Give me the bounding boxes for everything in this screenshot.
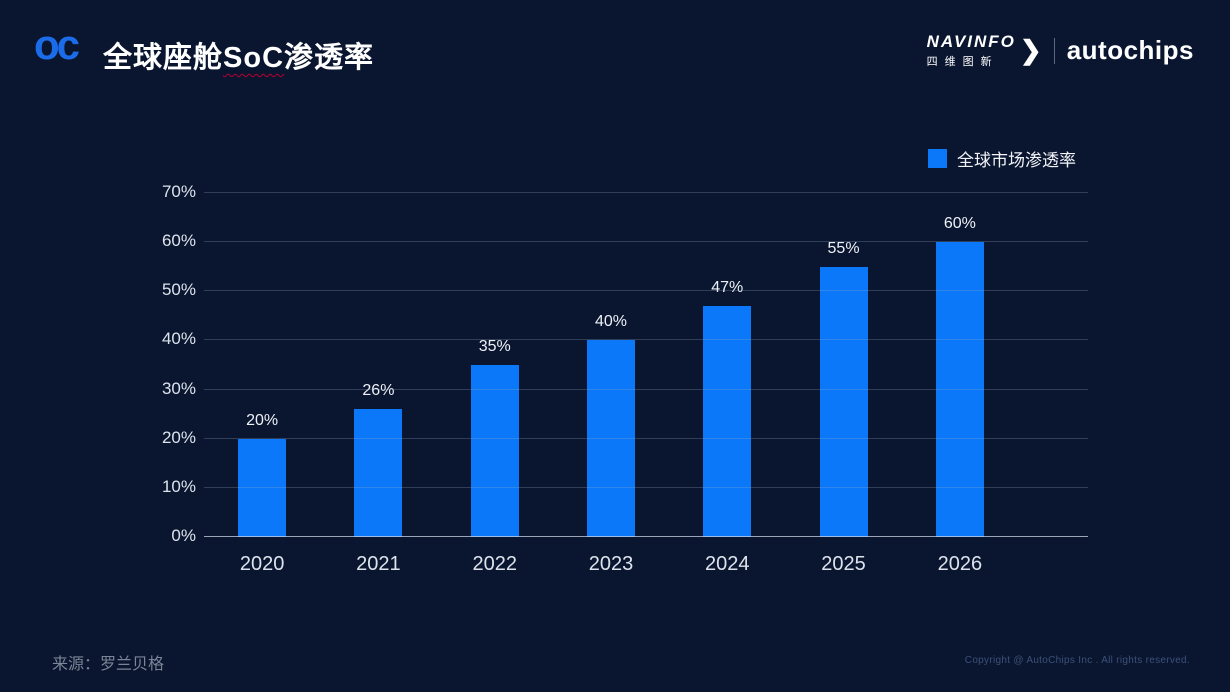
gridline xyxy=(204,437,1088,439)
x-axis-tick-label: 2022 xyxy=(472,553,517,575)
x-axis-tick-label: 2026 xyxy=(937,553,983,575)
bar-2021 xyxy=(354,409,403,537)
bar-slot: 47% 2024 xyxy=(669,193,785,575)
gridline xyxy=(204,388,1088,390)
bar-value-label: 40% xyxy=(594,313,627,331)
bar-slot: 60% 2026 xyxy=(902,193,1018,575)
y-axis-tick-label: 20% xyxy=(161,427,196,447)
navinfo-wordmark: NAVINFO xyxy=(926,32,1016,51)
bar-value-label: 60% xyxy=(943,215,976,233)
y-axis-tick-label: 70% xyxy=(161,182,196,201)
bar-2025 xyxy=(819,266,868,537)
y-axis-tick-label: 10% xyxy=(161,476,196,496)
bar-2023 xyxy=(586,340,635,537)
bar-slot: 35% 2022 xyxy=(437,193,553,575)
gridline xyxy=(204,192,1088,193)
bar-value-label: 47% xyxy=(711,279,744,297)
y-axis-tick-label: 0% xyxy=(171,526,196,545)
bar-slot: 55% 2025 xyxy=(785,193,901,575)
x-axis-tick-label: 2025 xyxy=(821,553,866,575)
gridline xyxy=(204,339,1088,341)
bar-2020 xyxy=(238,438,287,537)
x-axis-tick-label: 2021 xyxy=(356,553,401,575)
copyright-note: Copyright @ AutoChips Inc . All rights r… xyxy=(964,655,1190,666)
brand-logos: NAVINFO 四维图新 ❯ autochips xyxy=(927,32,1194,69)
y-axis-tick-label: 40% xyxy=(161,329,196,349)
bar-value-label: 35% xyxy=(478,338,511,355)
chart-legend: 全球市场渗透率 xyxy=(928,146,1076,171)
legend-label: 全球市场渗透率 xyxy=(957,151,1076,170)
y-axis-tick-label: 50% xyxy=(161,280,196,300)
x-axis-tick-label: 2024 xyxy=(705,553,750,575)
title-suffix: 渗透率 xyxy=(284,42,375,74)
bar-2026 xyxy=(935,242,984,537)
bar-slot: 20% 2020 xyxy=(204,193,320,575)
gridline xyxy=(204,290,1088,292)
bar-slot: 26% 2021 xyxy=(320,193,436,575)
source-note: 来源：罗兰贝格 xyxy=(52,656,165,673)
bar-chart: 20% 2020 26% 2021 35% 2022 40% 2023 47% 2024 55% 20… xyxy=(162,182,1088,575)
gridline xyxy=(204,536,1088,537)
bars-area: 20% 2020 26% 2021 35% 2022 40% 2023 47% 2024 55% 20… xyxy=(204,193,1018,575)
bar-2022 xyxy=(470,365,519,537)
bar-value-label: 20% xyxy=(246,411,279,429)
bar-value-label: 26% xyxy=(362,382,395,400)
navinfo-arrow-icon: ❯ xyxy=(1019,35,1042,65)
y-axis-tick-label: 30% xyxy=(161,378,196,398)
gridline xyxy=(204,486,1088,488)
x-axis-tick-label: 2020 xyxy=(239,553,285,575)
page-title: 全球座舱SoC渗透率 xyxy=(103,34,374,76)
navinfo-chinese-name: 四维图新 xyxy=(926,56,999,68)
gridline xyxy=(204,241,1088,243)
x-axis-tick-label: 2023 xyxy=(588,553,634,575)
autochips-wordmark: autochips xyxy=(1066,35,1194,65)
bar-value-label: 55% xyxy=(827,239,860,257)
brand-divider xyxy=(1053,37,1055,64)
title-prefix: 全球座舱 xyxy=(103,42,224,74)
bar-slot: 40% 2023 xyxy=(553,193,669,575)
legend-swatch xyxy=(928,149,947,168)
bar-2024 xyxy=(703,306,752,537)
oc-logo: oc xyxy=(34,21,80,68)
title-soc-highlight: SoC xyxy=(223,42,285,74)
navinfo-logo: NAVINFO 四维图新 ❯ xyxy=(927,32,1042,69)
y-axis-tick-label: 60% xyxy=(161,231,196,251)
